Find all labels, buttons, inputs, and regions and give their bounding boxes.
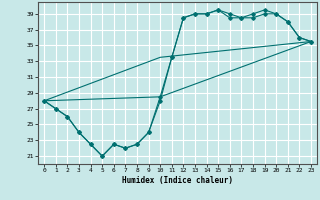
X-axis label: Humidex (Indice chaleur): Humidex (Indice chaleur) [122,176,233,185]
